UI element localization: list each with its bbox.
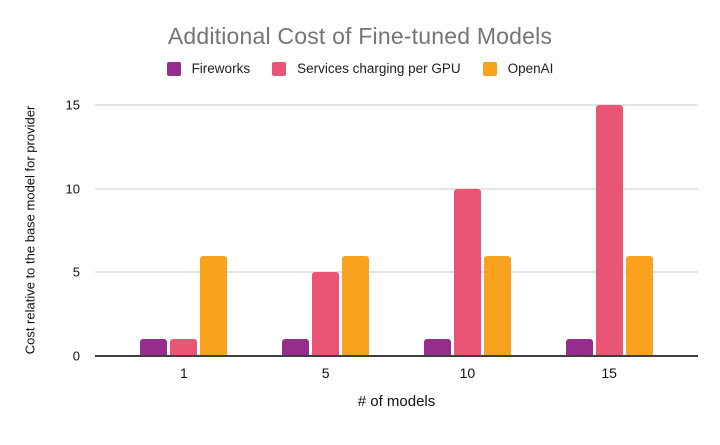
bar-openai-x5[interactable] (342, 255, 370, 356)
x-axis-baseline (95, 355, 698, 357)
y-tick-label-10: 10 (65, 181, 80, 197)
x-tick-label-10: 10 (459, 365, 476, 381)
gridline-y-15 (95, 104, 698, 106)
bar-fireworks-x15[interactable] (565, 339, 593, 356)
bar-services-charging-per-gpu-x5[interactable] (312, 272, 340, 356)
y-tick-label-0: 0 (72, 348, 80, 364)
bar-openai-x1[interactable] (200, 255, 228, 356)
bar-services-charging-per-gpu-x15[interactable] (595, 105, 623, 356)
legend-item-services-charging-per-gpu[interactable]: Services charging per GPU (272, 61, 461, 76)
bar-fireworks-x1[interactable] (140, 339, 168, 356)
x-tick-label-1: 1 (179, 365, 188, 381)
legend-label-fireworks: Fireworks (191, 61, 251, 76)
legend-item-openai[interactable]: OpenAI (482, 61, 554, 76)
bar-group-10: 10 (423, 105, 511, 381)
bar-openai-x10[interactable] (483, 255, 511, 356)
legend: Fireworks Services charging per GPU OpenAI (0, 61, 720, 76)
x-tick-label-15: 15 (601, 365, 617, 381)
bar-group-5: 5 (282, 105, 370, 381)
chart-title: Additional Cost of Fine-tuned Models (167, 23, 553, 49)
legend-item-fireworks[interactable]: Fireworks (166, 61, 251, 76)
legend-swatch-openai (482, 61, 497, 76)
legend-label-openai: OpenAI (507, 61, 554, 76)
x-axis-title: # of models (357, 393, 436, 410)
gridline-y-10 (95, 187, 698, 190)
bar-openai-x15[interactable] (625, 255, 653, 356)
bar-services-charging-per-gpu-x10[interactable] (453, 188, 481, 356)
bar-services-charging-per-gpu-x1[interactable] (170, 339, 198, 356)
bar-fireworks-x5[interactable] (282, 339, 310, 356)
x-tick-label-5: 5 (321, 365, 330, 381)
legend-swatch-services-charging-per-gpu (272, 61, 287, 76)
y-tick-label-15: 15 (65, 97, 80, 113)
bar-groups: 1 5 10 15 (95, 105, 698, 381)
bar-group-1: 1 (140, 105, 228, 381)
y-tick-labels: 0 5 10 15 (0, 98, 80, 364)
bar-fireworks-x10[interactable] (423, 339, 451, 356)
y-tick-label-5: 5 (72, 264, 80, 280)
bar-group-15: 15 (565, 105, 653, 381)
legend-label-services-charging-per-gpu: Services charging per GPU (297, 61, 461, 76)
plot-area: 1 5 10 15 (95, 104, 698, 381)
gridline-y-5 (95, 271, 698, 274)
legend-swatch-fireworks (166, 61, 181, 76)
